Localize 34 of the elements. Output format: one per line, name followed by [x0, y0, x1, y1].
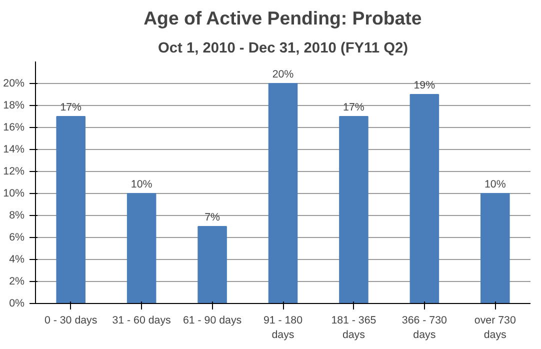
chart-subtitle: Oct 1, 2010 - Dec 31, 2010 (FY11 Q2) [158, 40, 408, 56]
bar [126, 193, 156, 304]
x-tick-label: 366 - 730 days [402, 314, 448, 341]
y-tick-label: 18% [3, 100, 26, 112]
data-label: 10% [484, 178, 506, 190]
y-tick-label: 2% [9, 276, 26, 288]
y-tick-label: 10% [3, 188, 26, 200]
y-tick-label: 14% [3, 144, 26, 156]
bar [410, 94, 440, 304]
data-label: 20% [272, 68, 294, 80]
y-tick-label: 0% [9, 298, 26, 310]
x-tick-label: 61 - 90 days [182, 314, 242, 326]
data-label: 7% [204, 212, 221, 224]
y-tick-label: 16% [3, 122, 26, 134]
x-tick-label: over 730 days [474, 314, 516, 341]
bar [339, 116, 368, 304]
x-tick-label: 31 - 60 days [112, 314, 171, 326]
bar [268, 83, 298, 304]
bar [480, 193, 510, 304]
y-tick-label: 6% [9, 232, 26, 244]
y-tick-label: 4% [9, 254, 26, 266]
data-label: 17% [343, 102, 365, 114]
x-tick-label: 91 - 180 days [263, 314, 303, 341]
x-tick-label: 0 - 30 days [44, 314, 98, 326]
chart-title: Age of Active Pending: Probate [144, 8, 422, 28]
data-label: 19% [414, 80, 436, 92]
y-tick-label: 12% [3, 166, 26, 178]
data-label: 10% [130, 178, 153, 190]
y-tick-label: 8% [9, 210, 26, 222]
bar [56, 116, 86, 304]
y-tick-label: 20% [3, 78, 26, 90]
x-tick-label: 181 - 365 days [331, 314, 376, 341]
data-label: 17% [60, 102, 82, 114]
bar [198, 226, 227, 304]
